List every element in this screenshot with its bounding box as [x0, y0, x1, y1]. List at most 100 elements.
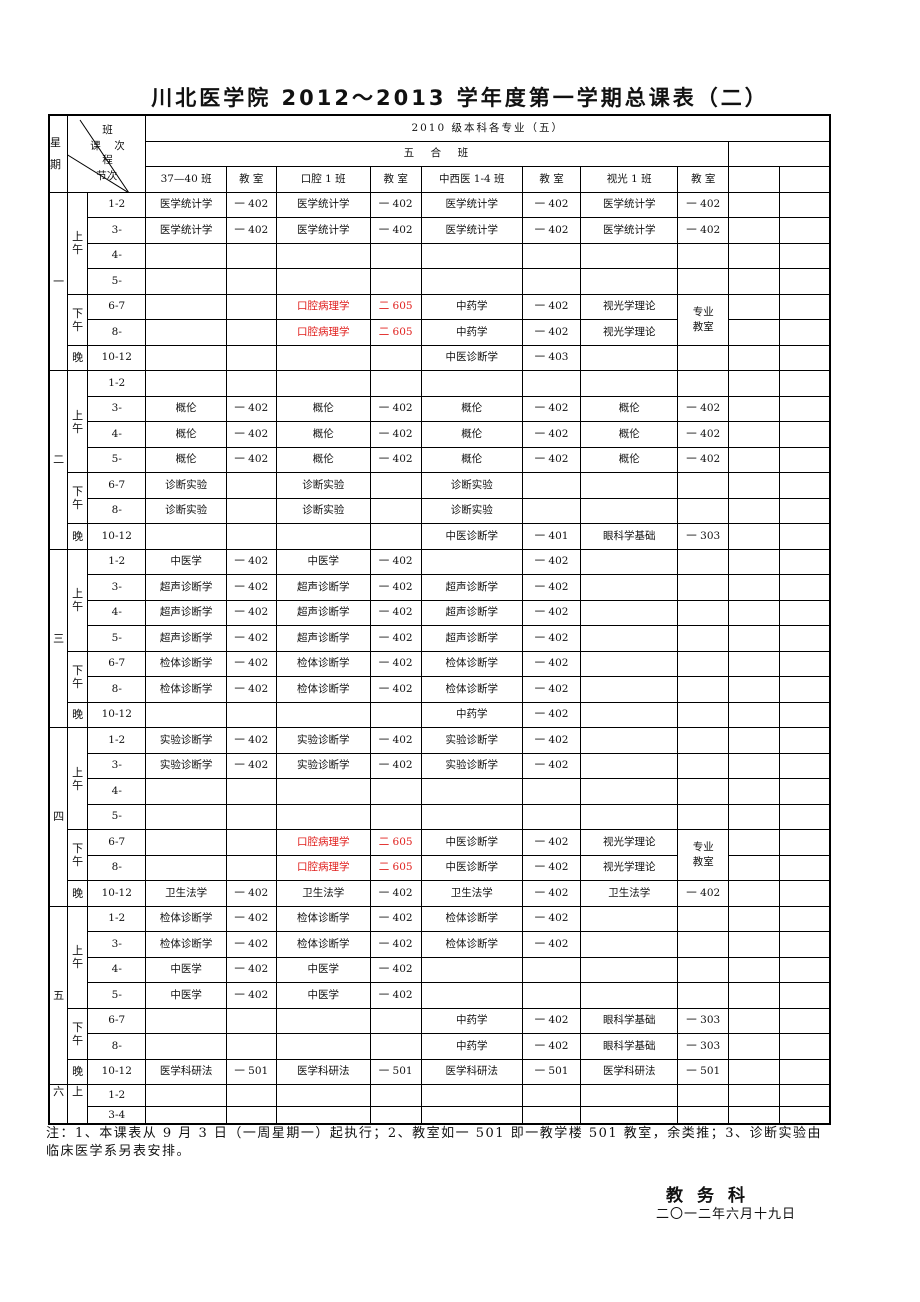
empty-cell	[728, 574, 781, 601]
classroom-cell: 一 402	[225, 676, 277, 703]
column-header: 37—40 班	[145, 166, 227, 193]
empty-cell	[728, 905, 781, 932]
course-cell	[580, 1084, 679, 1107]
table-row: 8- 检体诊断学一 402 检体诊断学一 402 检体诊断学一 402	[49, 676, 831, 703]
classroom-cell: 一 402	[369, 191, 422, 218]
classroom-cell	[677, 676, 730, 703]
course-cell	[275, 370, 371, 397]
classroom-cell: 一 402	[225, 905, 277, 932]
session-cell: 上午	[67, 905, 89, 1009]
course-cell: 检体诊断学	[420, 650, 523, 677]
course-cell: 概伦	[580, 421, 679, 448]
classroom-cell: 一 402	[521, 650, 582, 677]
empty-cell	[728, 191, 781, 218]
classroom-cell	[677, 905, 730, 932]
course-cell: 概伦	[580, 395, 679, 422]
classroom-cell: 一 402	[677, 395, 730, 422]
course-cell: 实验诊断学	[145, 752, 227, 779]
empty-cell	[728, 803, 781, 830]
classroom-cell: 一 402	[521, 421, 582, 448]
period-cell: 8-	[87, 319, 147, 346]
classroom-cell	[225, 854, 277, 881]
empty-cell	[779, 1058, 831, 1085]
weekday-cell: 六	[48, 1084, 69, 1125]
table-row: 5- 概伦一 402 概伦一 402 概伦一 402 概伦一 402	[49, 446, 831, 473]
classroom-cell	[225, 701, 277, 728]
course-cell: 超声诊断学	[275, 625, 371, 652]
classroom-cell: 一 501	[225, 1058, 277, 1085]
group-header: 2010 级本科各专业（五）	[145, 114, 831, 142]
classroom-cell: 一 303	[677, 1033, 730, 1060]
course-cell: 概伦	[145, 395, 227, 422]
course-cell	[420, 242, 523, 269]
course-cell: 眼科学基础	[580, 1007, 679, 1034]
course-cell: 视光学理论	[580, 319, 679, 346]
empty-cell	[779, 803, 831, 830]
period-cell: 4-	[87, 242, 147, 269]
empty-cell	[779, 293, 831, 320]
classroom-cell	[677, 778, 730, 805]
course-cell: 检体诊断学	[275, 931, 371, 958]
classroom-cell: 二 605	[369, 319, 422, 346]
period-cell: 10-12	[87, 1058, 147, 1085]
classroom-cell: 一 402	[369, 217, 422, 244]
table-row: 三上午 1-2 中医学一 402 中医学一 402 一 402	[48, 548, 831, 728]
table-row: 下午 6-7 检体诊断学一 402 检体诊断学一 402 检体诊断学一 402	[49, 650, 831, 703]
period-cell: 6-7	[87, 829, 147, 856]
period-cell: 5-	[87, 268, 147, 295]
session-cell: 上午	[67, 548, 89, 652]
table-row: 3- 概伦一 402 概伦一 402 概伦一 402 概伦一 402	[49, 395, 831, 422]
classroom-cell	[225, 1007, 277, 1034]
empty-cell	[779, 829, 831, 856]
table-row: 5- 超声诊断学一 402 超声诊断学一 402 超声诊断学一 402	[49, 625, 831, 652]
weekday-label-bottom: 期	[50, 158, 61, 171]
empty-cell	[728, 931, 781, 958]
period-cell: 1-2	[87, 905, 147, 932]
page-title: 川北医学院 2012～2013 学年度第一学期总课表（二）	[151, 86, 769, 110]
session-cell: 下午	[67, 650, 89, 703]
classroom-cell	[677, 1106, 730, 1125]
empty-cell	[728, 650, 781, 677]
period-cell: 1-2	[87, 1084, 147, 1107]
classroom-cell	[225, 1084, 277, 1107]
course-cell	[580, 370, 679, 397]
subgroup-header: 五 合 班	[145, 140, 730, 167]
empty-cell	[728, 217, 781, 244]
course-cell: 检体诊断学	[275, 905, 371, 932]
course-cell	[275, 1033, 371, 1060]
course-cell	[275, 1007, 371, 1034]
course-cell: 中药学	[420, 319, 523, 346]
empty-cell	[728, 727, 781, 754]
table-row: 4-	[49, 242, 831, 269]
empty-cell	[728, 701, 781, 728]
classroom-cell	[369, 1084, 422, 1107]
course-cell: 医学科研法	[420, 1058, 523, 1085]
course-cell: 医学科研法	[145, 1058, 227, 1085]
course-cell	[145, 854, 227, 881]
course-cell	[580, 497, 679, 524]
period-cell: 8-	[87, 854, 147, 881]
diag-label-cheng: 程	[102, 154, 113, 166]
course-cell: 医学科研法	[580, 1058, 679, 1085]
period-cell: 3-	[87, 395, 147, 422]
period-cell: 4-	[87, 778, 147, 805]
classroom-cell	[225, 497, 277, 524]
course-cell: 概伦	[275, 421, 371, 448]
empty-cell	[779, 931, 831, 958]
table-row: 3- 医学统计学一 402 医学统计学一 402 医学统计学一 402 医学统计学一 4…	[49, 217, 831, 244]
course-cell	[420, 1106, 523, 1125]
classroom-cell: 一 402	[369, 982, 422, 1009]
course-cell	[580, 599, 679, 626]
period-cell: 3-4	[87, 1106, 147, 1125]
course-cell: 中医学	[275, 956, 371, 983]
empty-cell	[728, 523, 781, 550]
course-cell: 检体诊断学	[145, 931, 227, 958]
course-cell: 卫生法学	[420, 880, 523, 907]
classroom-cell: 一 402	[225, 191, 277, 218]
table-row: 5-	[49, 268, 831, 295]
empty-cell	[728, 752, 781, 779]
classroom-cell: 一 402	[521, 752, 582, 779]
course-cell: 检体诊断学	[420, 931, 523, 958]
course-cell	[580, 344, 679, 371]
empty-cell	[728, 421, 781, 448]
